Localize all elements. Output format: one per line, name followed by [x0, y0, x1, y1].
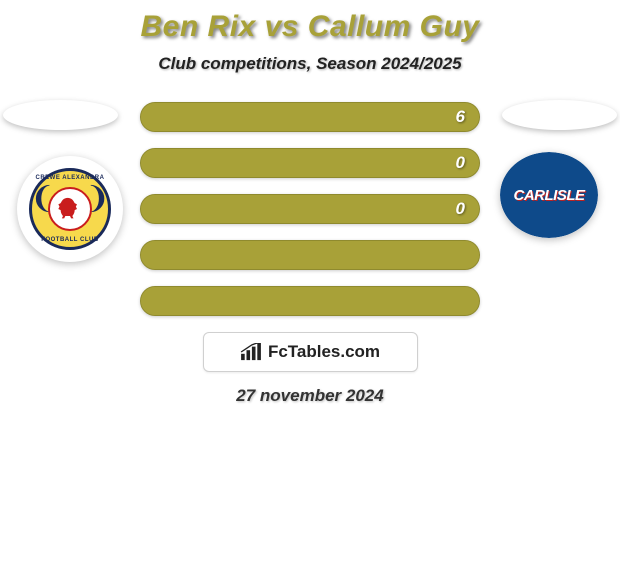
stat-fill-right: [141, 195, 479, 223]
stat-row: Hattricks0: [140, 194, 480, 224]
club-badge-left: CREWE ALEXANDRA ❨ ❩ FOOTBALL CLUB: [17, 156, 123, 262]
lion-icon: [56, 195, 84, 223]
comparison-card: Ben Rix vs Callum Guy Club competitions,…: [0, 0, 620, 406]
stat-row: Goals per match: [140, 240, 480, 270]
club-badge-right: CARLISLE: [500, 152, 598, 238]
date-label: 27 november 2024: [0, 386, 620, 406]
crest-inner: [48, 187, 92, 231]
carlisle-crest: CARLISLE: [500, 152, 598, 238]
stat-row: Goals0: [140, 148, 480, 178]
crewe-crest: CREWE ALEXANDRA ❨ ❩ FOOTBALL CLUB: [29, 168, 111, 250]
stats-list: Matches6 Goals0 Hattricks0 Goals per match M…: [140, 102, 480, 316]
title-vs: vs: [265, 10, 308, 43]
subtitle: Club competitions, Season 2024/2025: [0, 54, 620, 74]
content-area: CREWE ALEXANDRA ❨ ❩ FOOTBALL CLUB CARLIS…: [0, 102, 620, 406]
crest-text-bottom: FOOTBALL CLUB: [32, 237, 108, 243]
bar-chart-icon: [240, 343, 262, 361]
title-player-1: Ben Rix: [141, 10, 256, 43]
source-attribution: FcTables.com: [203, 332, 418, 372]
stat-value-right: 6: [456, 107, 465, 127]
page-title: Ben Rix vs Callum Guy: [0, 10, 620, 44]
stat-fill-right: [141, 149, 479, 177]
stat-value-right: 0: [456, 199, 465, 219]
player-photo-left: [3, 100, 118, 130]
stat-fill-right: [141, 103, 479, 131]
source-name: FcTables.com: [268, 342, 380, 362]
stat-fill-right: [141, 287, 479, 315]
stat-value-right: 0: [456, 153, 465, 173]
player-photo-right: [502, 100, 617, 130]
title-player-2: Callum Guy: [308, 10, 480, 43]
carlisle-text: CARLISLE: [514, 187, 585, 204]
stat-row: Min per goal: [140, 286, 480, 316]
stat-row: Matches6: [140, 102, 480, 132]
stat-fill-right: [141, 241, 479, 269]
